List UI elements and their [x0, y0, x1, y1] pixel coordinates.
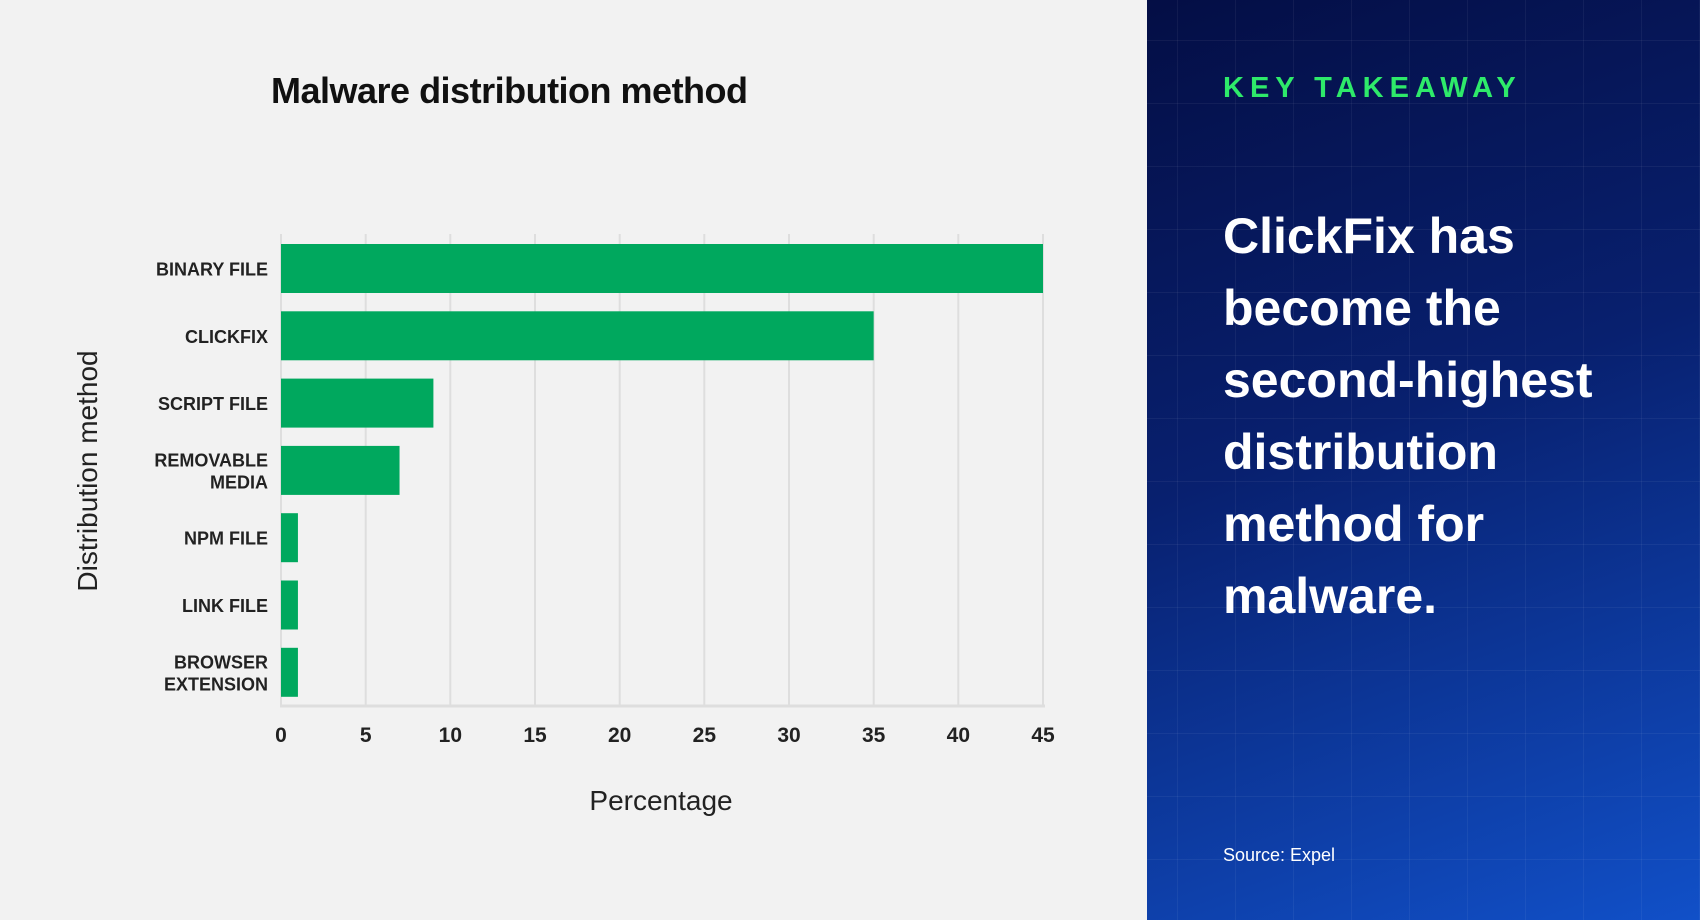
category-label: MEDIA: [210, 472, 268, 492]
key-takeaway-label: KEY TAKEAWAY: [1223, 72, 1522, 104]
x-tick-label: 25: [693, 724, 717, 747]
bar: [281, 580, 298, 630]
bar: [281, 647, 298, 697]
source-note: Source: Expel: [1223, 845, 1336, 865]
x-tick-label: 30: [777, 724, 800, 747]
takeaway-headline: ClickFix has become the second-highest d…: [1223, 208, 1593, 624]
category-label: SCRIPT FILE: [158, 394, 268, 414]
key-takeaway-panel: KEY TAKEAWAY ClickFix has become the sec…: [1147, 0, 1700, 920]
x-tick-label: 5: [360, 724, 372, 747]
x-tick-label: 35: [862, 724, 886, 747]
x-tick-label: 40: [947, 724, 970, 747]
x-tick-label: 20: [608, 724, 631, 747]
bar-chart: 0 5 10 15 20 25 30 35 40 45 BINARY FILE CLICKFIX SCR…: [72, 234, 1055, 816]
bar: [281, 445, 400, 495]
category-label: LINK FILE: [182, 596, 268, 616]
bar: [281, 244, 1043, 293]
x-tick-label: 45: [1031, 724, 1055, 747]
category-label: REMOVABLE: [154, 450, 268, 470]
chart-title: Malware distribution method: [271, 70, 748, 111]
bar: [281, 513, 298, 563]
category-label: CLICKFIX: [185, 327, 268, 347]
category-label: BINARY FILE: [156, 260, 268, 280]
bar: [281, 311, 874, 361]
grid-pattern: [1147, 0, 1700, 920]
category-label: NPM FILE: [184, 529, 268, 549]
y-axis-label: Distribution method: [72, 350, 103, 591]
x-tick-label: 0: [275, 724, 287, 747]
bar: [281, 378, 434, 428]
x-axis-label: Percentage: [589, 785, 732, 816]
x-tick-label: 10: [439, 724, 462, 747]
category-label: EXTENSION: [164, 674, 268, 694]
x-tick-label: 15: [523, 724, 547, 747]
category-label: BROWSER: [174, 652, 268, 672]
